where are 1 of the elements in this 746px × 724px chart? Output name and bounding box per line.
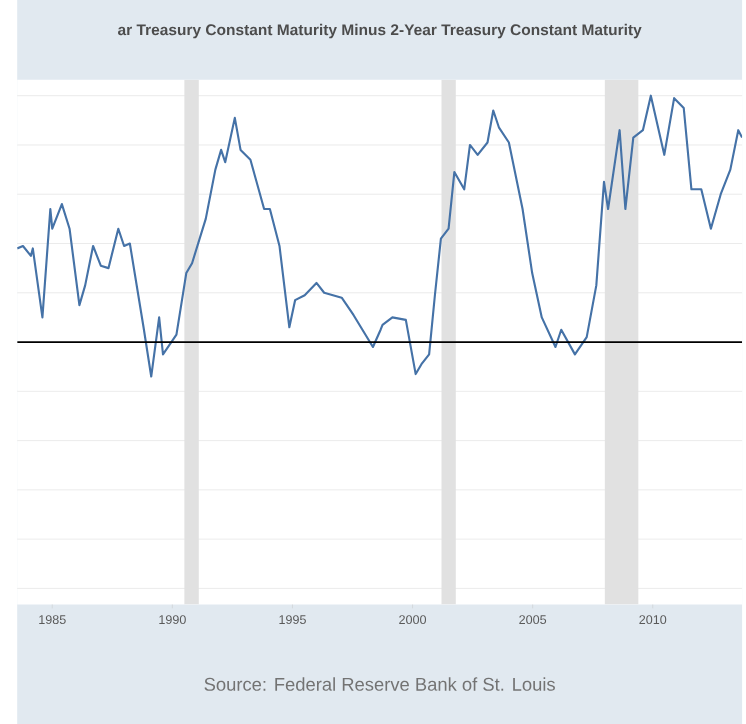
source-note: Source: Federal Reserve Bank of St. Louis (204, 676, 555, 691)
